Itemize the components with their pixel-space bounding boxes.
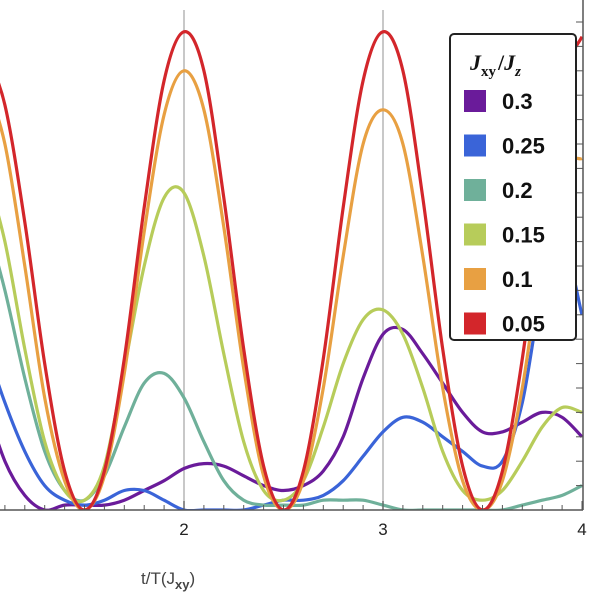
legend-label-0-25: 0.25 xyxy=(502,134,545,159)
x-axis-ticks: 2 3 4 xyxy=(4,501,587,539)
legend-title-part: J xyxy=(503,50,516,75)
series-line-0-15 xyxy=(0,185,583,504)
legend-label-0-2: 0.2 xyxy=(502,178,533,203)
legend-label-0-05: 0.05 xyxy=(502,312,545,337)
x-axis-title-end: ) xyxy=(189,569,195,588)
x-axis-title: t/T(Jxy) xyxy=(141,569,195,592)
legend-label-0-1: 0.1 xyxy=(502,267,533,292)
legend-swatch-0-25 xyxy=(464,134,486,157)
legend-swatch-0-1 xyxy=(464,268,486,290)
x-tick-label-3: 3 xyxy=(378,520,387,539)
x-tick-label-4: 4 xyxy=(577,520,586,539)
axis-frame xyxy=(0,0,584,511)
legend-label-0-15: 0.15 xyxy=(502,223,545,248)
legend-swatch-0-3 xyxy=(464,90,486,112)
x-axis-label: t/T(Jxy) xyxy=(141,569,195,592)
legend-label-0-3: 0.3 xyxy=(502,89,533,114)
x-axis-title-main: t/T(J xyxy=(141,569,175,588)
legend-swatch-0-05 xyxy=(464,312,486,335)
legend-title-part: xy xyxy=(481,64,497,80)
legend-title-part: / xyxy=(497,50,505,75)
vertical-gridlines xyxy=(183,10,384,510)
legend-title: Jxy/Jz xyxy=(469,50,521,80)
legend-title-part: J xyxy=(469,50,482,75)
legend: Jxy/Jz0.30.250.20.150.10.05 xyxy=(449,33,577,341)
legend-swatch-0-15 xyxy=(464,223,486,246)
x-axis-title-subscript: xy xyxy=(175,577,190,592)
x-tick-label-2: 2 xyxy=(179,520,188,539)
legend-swatch-0-2 xyxy=(464,179,486,201)
legend-title-part: z xyxy=(514,64,521,80)
